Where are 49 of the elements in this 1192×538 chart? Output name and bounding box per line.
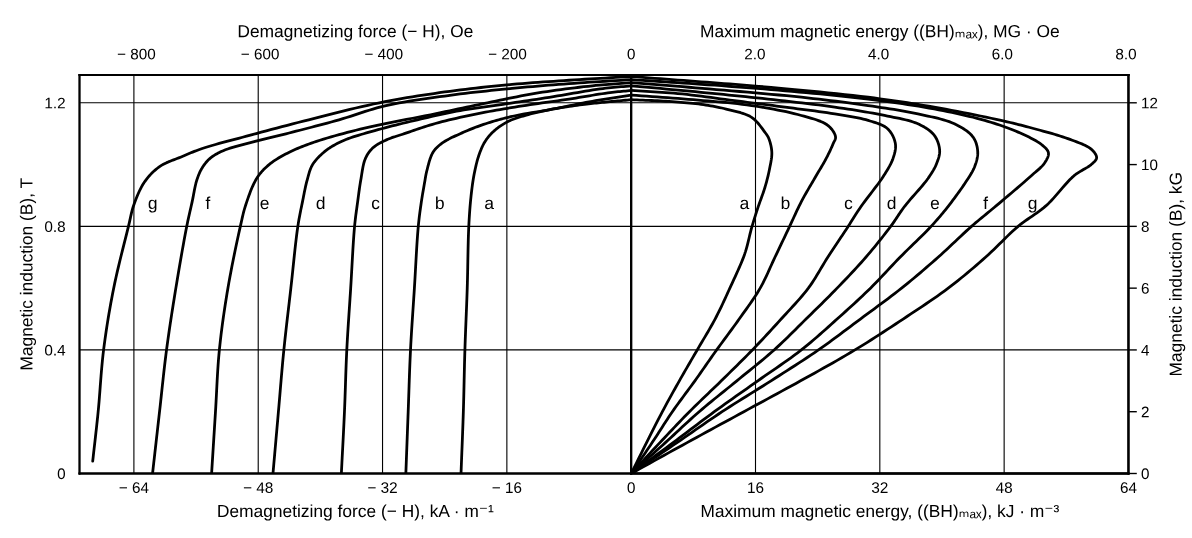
x-tick-label: 16 <box>748 482 764 494</box>
y-tick-label: 1.2 <box>45 97 65 109</box>
y-tick-label: 0.8 <box>44 221 65 233</box>
x2-tick-label: 4.0 <box>868 48 889 60</box>
series-label: b <box>436 196 444 210</box>
y-axis-title: Magnetic induction (B), T <box>19 178 37 370</box>
y2-tick-label: 4 <box>1141 344 1150 356</box>
series-label: d <box>887 196 896 210</box>
series-label: c <box>371 199 380 210</box>
x2-axis-title: Maximum magnetic energy ((BH)ₘₐₓ), MG · Oe <box>701 24 1059 41</box>
x2-tick-label: − 600 <box>241 48 279 60</box>
y2-tick-label: 12 <box>1142 97 1158 109</box>
x-axis-title: Maximum magnetic energy, ((BH)ₘₐₓ), kJ · m⁻³ <box>701 504 1059 521</box>
x2-tick-label: 2.0 <box>745 48 765 60</box>
x-axis-title: Demagnetizing force (− H), kA · m⁻¹ <box>218 504 494 521</box>
series-label: g <box>148 199 157 213</box>
x-tick-label: 32 <box>871 482 888 494</box>
series-label: b <box>781 196 790 210</box>
x2-tick-label: − 800 <box>117 48 156 60</box>
x2-tick-label: 8.0 <box>1116 48 1137 60</box>
series-label: a <box>485 199 494 210</box>
x-tick-label: − 32 <box>368 482 397 494</box>
y-tick-label: 0.4 <box>44 344 66 356</box>
y2-tick-label: 0 <box>1141 468 1149 480</box>
y2-tick-label: 8 <box>1141 221 1149 233</box>
series-label: g <box>1028 199 1037 213</box>
x2-axis-title: Demagnetizing force (− H), Oe <box>238 24 473 41</box>
series-label: a <box>740 199 750 210</box>
y2-tick-label: 2 <box>1141 406 1149 418</box>
x-tick-label: − 64 <box>119 482 149 494</box>
x2-tick-label: − 400 <box>365 48 403 60</box>
series-label: e <box>260 199 269 210</box>
series-label: f <box>205 196 211 209</box>
x2-tick-label: 6.0 <box>992 48 1013 60</box>
x2-tick-label: 0 <box>627 48 635 60</box>
x-tick-label: − 16 <box>492 482 522 494</box>
y-tick-label: 0 <box>57 468 66 480</box>
series-label: e <box>930 199 939 210</box>
series-label: c <box>844 199 853 210</box>
series-label: d <box>316 196 325 210</box>
x-tick-label: − 48 <box>243 482 273 494</box>
x-tick-label: 0 <box>627 482 635 494</box>
x2-tick-label: − 200 <box>488 48 527 60</box>
series-label: f <box>983 196 989 209</box>
x-tick-label: 48 <box>996 482 1012 494</box>
y2-tick-label: 10 <box>1142 159 1158 171</box>
y2-tick-label: 6 <box>1141 283 1149 294</box>
x-tick-label: 64 <box>1120 482 1137 494</box>
y2-axis-title: Magnetic induction (B), kG <box>1169 173 1186 376</box>
